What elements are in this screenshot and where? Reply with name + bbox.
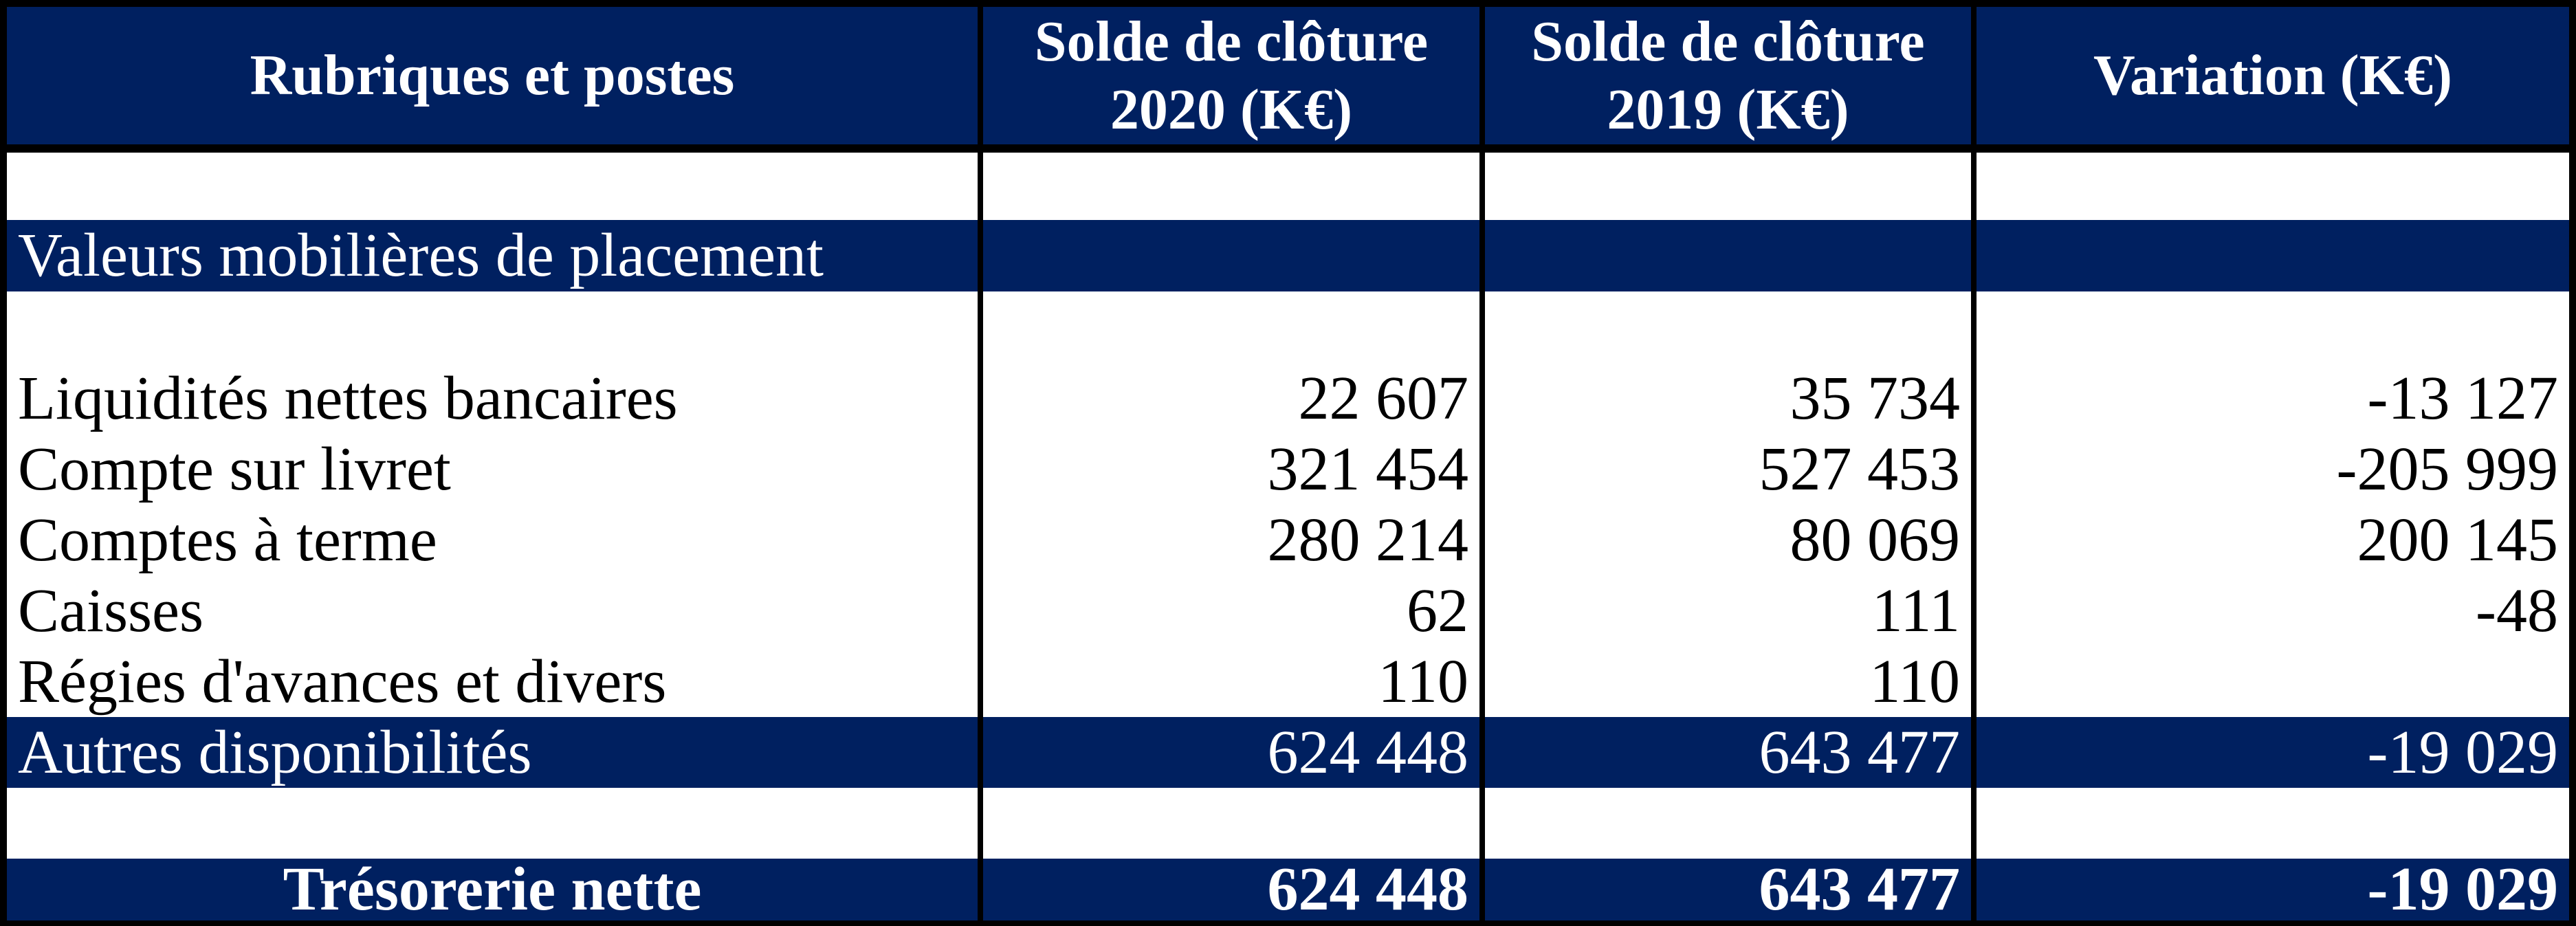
variation-cell: -48 (1971, 575, 2569, 646)
variation-cell: -19 029 (1971, 717, 2569, 788)
value-2019-cell (1479, 788, 1971, 859)
header-solde-2019-line1: Solde de clôture (1531, 9, 1925, 74)
label-cell: Autres disponibilités (7, 717, 978, 788)
variation-cell (1971, 153, 2569, 220)
value-2020-cell (978, 291, 1479, 363)
row-empty-2 (7, 291, 2569, 363)
row-compte-sur-livret: Compte sur livret 321 454 527 453 -205 9… (7, 434, 2569, 505)
value-2020-cell (978, 220, 1479, 291)
value-2019-cell: 80 069 (1479, 505, 1971, 575)
value-2019-cell: 35 734 (1479, 363, 1971, 434)
value-2019-cell (1479, 220, 1971, 291)
header-cell-solde-cloture-2019: Solde de clôture 2019 (K€) (1479, 7, 1971, 153)
value-2019-cell: 110 (1479, 646, 1971, 717)
header-solde-2020-line1: Solde de clôture (1034, 9, 1429, 74)
treasury-table: Rubriques et postes Solde de clôture 202… (7, 7, 2569, 921)
row-liquidites-nettes-bancaires: Liquidités nettes bancaires 22 607 35 73… (7, 363, 2569, 434)
value-2019-cell (1479, 153, 1971, 220)
row-empty-3 (7, 788, 2569, 859)
variation-cell: -205 999 (1971, 434, 2569, 505)
row-tresorerie-nette: Trésorerie nette 624 448 643 477 -19 029 (7, 859, 2569, 921)
value-2020-cell: 624 448 (978, 859, 1479, 921)
label-cell (7, 291, 978, 363)
label-cell: Compte sur livret (18, 434, 451, 503)
header-solde-2020-line2: 2020 (K€) (1110, 78, 1353, 142)
variation-cell: -13 127 (1971, 363, 2569, 434)
value-2020-cell: 62 (978, 575, 1479, 646)
value-2020-cell: 321 454 (978, 434, 1479, 505)
value-2020-cell: 22 607 (978, 363, 1479, 434)
label-cell (7, 788, 978, 859)
value-2019-cell (1479, 291, 1971, 363)
table-header-row: Rubriques et postes Solde de clôture 202… (7, 7, 2569, 153)
row-comptes-a-terme: Comptes à terme 280 214 80 069 200 145 (7, 505, 2569, 575)
label-cell: Régies d'avances et divers (18, 647, 667, 716)
value-2019-cell: 643 477 (1479, 717, 1971, 788)
header-cell-variation: Variation (K€) (1971, 7, 2569, 153)
variation-cell (1971, 646, 2569, 717)
header-cell-solde-cloture-2020: Solde de clôture 2020 (K€) (978, 7, 1479, 153)
value-2019-cell: 527 453 (1479, 434, 1971, 505)
row-autres-disponibilites: Autres disponibilités 624 448 643 477 -1… (7, 717, 2569, 788)
row-regies-avances-et-divers: Régies d'avances et divers 110 110 (7, 646, 2569, 717)
value-2019-cell: 111 (1479, 575, 1971, 646)
label-cell: Comptes à terme (18, 505, 437, 574)
value-2020-cell: 110 (978, 646, 1479, 717)
label-cell (7, 153, 978, 220)
variation-cell: -19 029 (1971, 859, 2569, 921)
label-cell: Trésorerie nette (7, 859, 978, 921)
label-cell: Liquidités nettes bancaires (18, 364, 678, 432)
label-cell: Valeurs mobilières de placement (7, 220, 978, 291)
value-2019-cell: 643 477 (1479, 859, 1971, 921)
row-empty-1 (7, 153, 2569, 220)
value-2020-cell: 280 214 (978, 505, 1479, 575)
row-caisses: Caisses 62 111 -48 (7, 575, 2569, 646)
value-2020-cell (978, 153, 1479, 220)
variation-cell (1971, 788, 2569, 859)
header-cell-rubriques-et-postes: Rubriques et postes (7, 7, 978, 153)
label-cell: Caisses (18, 576, 203, 645)
value-2020-cell: 624 448 (978, 717, 1479, 788)
row-valeurs-mobilieres-de-placement: Valeurs mobilières de placement (7, 220, 2569, 291)
variation-cell: 200 145 (1971, 505, 2569, 575)
variation-cell (1971, 291, 2569, 363)
header-solde-2019-line2: 2019 (K€) (1607, 78, 1849, 142)
value-2020-cell (978, 788, 1479, 859)
variation-cell (1971, 220, 2569, 291)
